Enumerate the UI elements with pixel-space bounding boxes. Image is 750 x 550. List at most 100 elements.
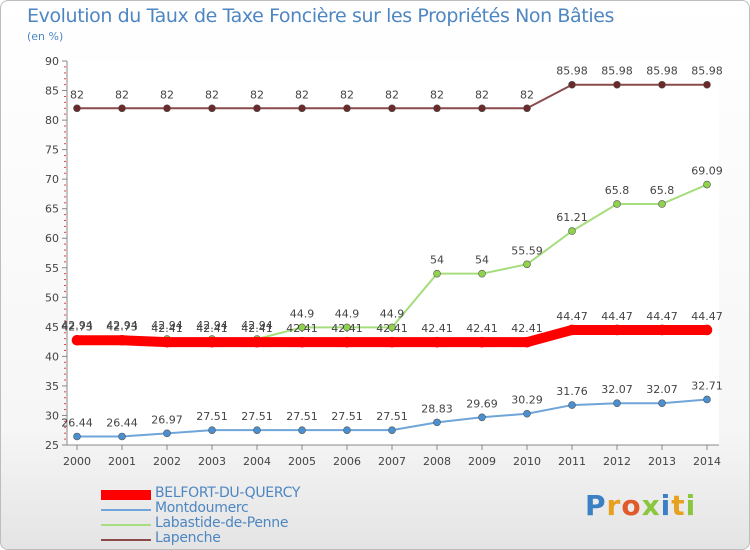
data-point bbox=[386, 336, 398, 348]
data-point bbox=[251, 336, 263, 348]
y-tick-label: 35 bbox=[45, 380, 59, 393]
proxiti-logo: Proxiti bbox=[585, 489, 697, 522]
data-point bbox=[298, 104, 306, 113]
data-point bbox=[658, 80, 666, 89]
data-label: 42.94 bbox=[106, 319, 138, 332]
data-point bbox=[613, 200, 621, 208]
x-tick-label: 2009 bbox=[468, 455, 496, 468]
data-label: 82 bbox=[340, 88, 354, 101]
x-tick-label: 2003 bbox=[198, 455, 226, 468]
data-point bbox=[701, 324, 713, 336]
data-label: 54 bbox=[430, 254, 444, 267]
data-label: 27.51 bbox=[196, 410, 228, 423]
data-point bbox=[568, 80, 576, 89]
x-tick-label: 2002 bbox=[153, 455, 181, 468]
x-tick-label: 2004 bbox=[243, 455, 271, 468]
data-label: 42.73 bbox=[61, 320, 93, 333]
data-label: 44.47 bbox=[691, 310, 723, 323]
data-label: 32.07 bbox=[646, 383, 678, 396]
data-point bbox=[163, 429, 171, 438]
x-tick-label: 2010 bbox=[513, 455, 541, 468]
legend-swatch-montdoumerc bbox=[101, 509, 151, 511]
data-point bbox=[521, 336, 533, 348]
data-label: 82 bbox=[475, 88, 489, 101]
data-point bbox=[343, 104, 351, 113]
data-point bbox=[253, 104, 261, 113]
x-tick-label: 2007 bbox=[378, 455, 406, 468]
y-tick-label: 40 bbox=[45, 350, 59, 363]
data-point bbox=[118, 432, 126, 441]
x-tick-label: 2000 bbox=[63, 455, 91, 468]
legend-label-labastide: Labastide-de-Penne bbox=[155, 515, 289, 531]
data-label: 42.41 bbox=[331, 322, 363, 335]
data-point bbox=[478, 413, 486, 422]
data-label: 26.44 bbox=[106, 416, 138, 429]
y-tick-label: 90 bbox=[45, 55, 59, 68]
data-label: 82 bbox=[115, 88, 129, 101]
data-point bbox=[116, 334, 128, 346]
data-label: 55.59 bbox=[511, 244, 543, 257]
data-label: 32.71 bbox=[691, 379, 723, 392]
data-point bbox=[343, 323, 351, 332]
data-point bbox=[296, 336, 308, 348]
data-point bbox=[343, 426, 351, 434]
data-label: 42.41 bbox=[421, 322, 453, 335]
data-label: 27.51 bbox=[331, 410, 363, 423]
data-point bbox=[703, 180, 711, 189]
data-point bbox=[433, 269, 441, 278]
data-label: 65.8 bbox=[650, 184, 675, 197]
data-label: 27.51 bbox=[376, 410, 408, 423]
data-label: 27.51 bbox=[286, 410, 318, 423]
data-label: 42.94 bbox=[61, 319, 93, 332]
legend-swatch-belfort bbox=[101, 490, 151, 500]
data-label: 42.41 bbox=[466, 322, 498, 335]
data-label: 32.07 bbox=[601, 383, 633, 396]
y-unit-label: (en %) bbox=[27, 30, 64, 43]
data-point bbox=[478, 104, 486, 113]
plot-area bbox=[67, 61, 719, 445]
data-label: 82 bbox=[520, 88, 534, 101]
legend-swatch-labastide bbox=[101, 524, 151, 526]
data-label: 42.73 bbox=[106, 320, 138, 333]
y-tick-label: 80 bbox=[45, 114, 59, 127]
data-point bbox=[703, 395, 711, 404]
data-point bbox=[658, 200, 666, 208]
data-label: 27.51 bbox=[241, 410, 273, 423]
data-label: 44.47 bbox=[556, 310, 588, 323]
legend-label-montdoumerc: Montdoumerc bbox=[155, 500, 249, 516]
data-point bbox=[433, 104, 441, 113]
data-point bbox=[341, 336, 353, 348]
data-label: 30.29 bbox=[511, 394, 543, 407]
x-tick-label: 2013 bbox=[648, 455, 676, 468]
data-label: 69.09 bbox=[691, 165, 723, 178]
data-label: 42.94 bbox=[196, 319, 228, 332]
y-tick-label: 75 bbox=[45, 144, 59, 157]
y-tick-label: 60 bbox=[45, 232, 59, 245]
data-point bbox=[611, 324, 623, 336]
data-point bbox=[71, 334, 83, 346]
data-label: 42.41 bbox=[511, 322, 543, 335]
data-label: 82 bbox=[160, 88, 174, 101]
data-point bbox=[658, 399, 666, 408]
data-point bbox=[523, 260, 531, 269]
data-point bbox=[208, 104, 216, 113]
data-label: 42.41 bbox=[286, 322, 318, 335]
data-label: 26.97 bbox=[151, 413, 183, 426]
data-point bbox=[431, 336, 443, 348]
data-point bbox=[298, 323, 306, 332]
legend-label-belfort: BELFORT-DU-QUERCY bbox=[155, 485, 301, 501]
legend-label-lapenche: Lapenche bbox=[155, 530, 221, 546]
data-point bbox=[656, 324, 668, 336]
data-label: 85.98 bbox=[556, 65, 588, 78]
data-label: 54 bbox=[475, 254, 489, 267]
data-label: 42.41 bbox=[196, 322, 228, 335]
data-label: 44.9 bbox=[335, 307, 360, 320]
data-point bbox=[478, 269, 486, 278]
data-point bbox=[118, 104, 126, 113]
data-label: 61.21 bbox=[556, 211, 588, 224]
y-tick-label: 65 bbox=[45, 203, 59, 216]
x-tick-label: 2012 bbox=[603, 455, 631, 468]
chart-title: Evolution du Taux de Taxe Foncière sur l… bbox=[27, 5, 615, 27]
data-point bbox=[253, 426, 261, 434]
x-tick-label: 2014 bbox=[693, 455, 721, 468]
